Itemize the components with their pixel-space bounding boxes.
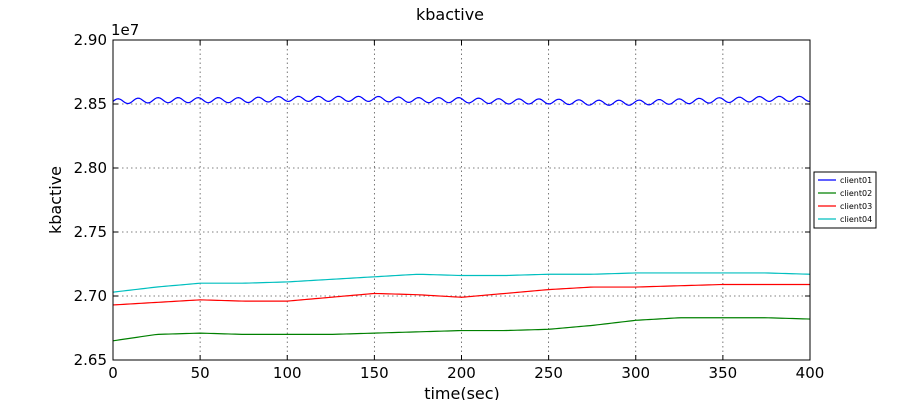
x-tick-label: 50 (191, 364, 210, 382)
series-line-client03 (112, 283, 810, 306)
plot-frame (112, 39, 811, 361)
series-line-client02 (112, 317, 811, 342)
x-tick-label: 150 (360, 364, 389, 382)
x-tick-label: 400 (796, 364, 825, 382)
legend-label-client04: client04 (840, 215, 872, 224)
x-tick-label: 300 (621, 364, 650, 382)
x-axis-title: time(sec) (424, 384, 500, 400)
y-tick-label: 2.65 (74, 351, 107, 369)
y-tick-label: 2.75 (74, 223, 107, 241)
x-tick-label: 200 (447, 364, 476, 382)
axis-ticks: 0 50 100 150 200 250 300 350 400 2.65 2.70 2.75 2.80… (74, 31, 825, 382)
series-line-client04 (112, 272, 811, 293)
y-offset-label: 1e7 (111, 21, 139, 39)
y-tick-label: 2.90 (74, 31, 107, 49)
y-tick-label: 2.85 (74, 95, 107, 113)
x-tick-label: 100 (273, 364, 302, 382)
legend: client01 client02 client03 client04 (813, 171, 877, 229)
legend-label-client02: client02 (840, 189, 872, 198)
grid (113, 40, 810, 360)
x-tick-label: 350 (709, 364, 738, 382)
chart-title: kbactive (416, 5, 484, 24)
series-lines (112, 95, 811, 342)
x-tick-label: 250 (534, 364, 563, 382)
legend-label-client03: client03 (840, 202, 872, 211)
y-axis-title: kbactive (46, 166, 65, 234)
x-tick-label: 0 (108, 364, 118, 382)
series-line-client01 (112, 95, 811, 106)
y-tick-label: 2.70 (74, 287, 107, 305)
y-tick-label: 2.80 (74, 159, 107, 177)
legend-label-client01: client01 (840, 176, 872, 185)
